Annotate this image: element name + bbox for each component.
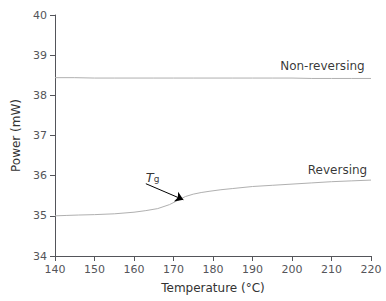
svg-text:170: 170 bbox=[163, 263, 184, 276]
svg-text:34: 34 bbox=[33, 250, 47, 263]
svg-text:36: 36 bbox=[33, 169, 47, 182]
svg-text:37: 37 bbox=[33, 129, 47, 142]
svg-text:T: T bbox=[145, 169, 154, 185]
svg-text:Power (mW): Power (mW) bbox=[9, 99, 23, 172]
svg-text:160: 160 bbox=[124, 263, 145, 276]
svg-text:150: 150 bbox=[84, 263, 105, 276]
svg-text:35: 35 bbox=[33, 209, 47, 222]
svg-text:210: 210 bbox=[321, 263, 342, 276]
svg-text:140: 140 bbox=[45, 263, 66, 276]
svg-text:Non-reversing: Non-reversing bbox=[280, 59, 365, 73]
svg-text:220: 220 bbox=[361, 263, 382, 276]
svg-text:Temperature (°C): Temperature (°C) bbox=[160, 281, 265, 295]
svg-text:Reversing: Reversing bbox=[308, 163, 367, 177]
svg-text:38: 38 bbox=[33, 89, 47, 102]
svg-text:40: 40 bbox=[33, 9, 47, 22]
svg-text:g: g bbox=[154, 174, 160, 184]
svg-text:190: 190 bbox=[242, 263, 263, 276]
svg-text:39: 39 bbox=[33, 49, 47, 62]
svg-text:200: 200 bbox=[282, 263, 303, 276]
svg-text:180: 180 bbox=[203, 263, 224, 276]
